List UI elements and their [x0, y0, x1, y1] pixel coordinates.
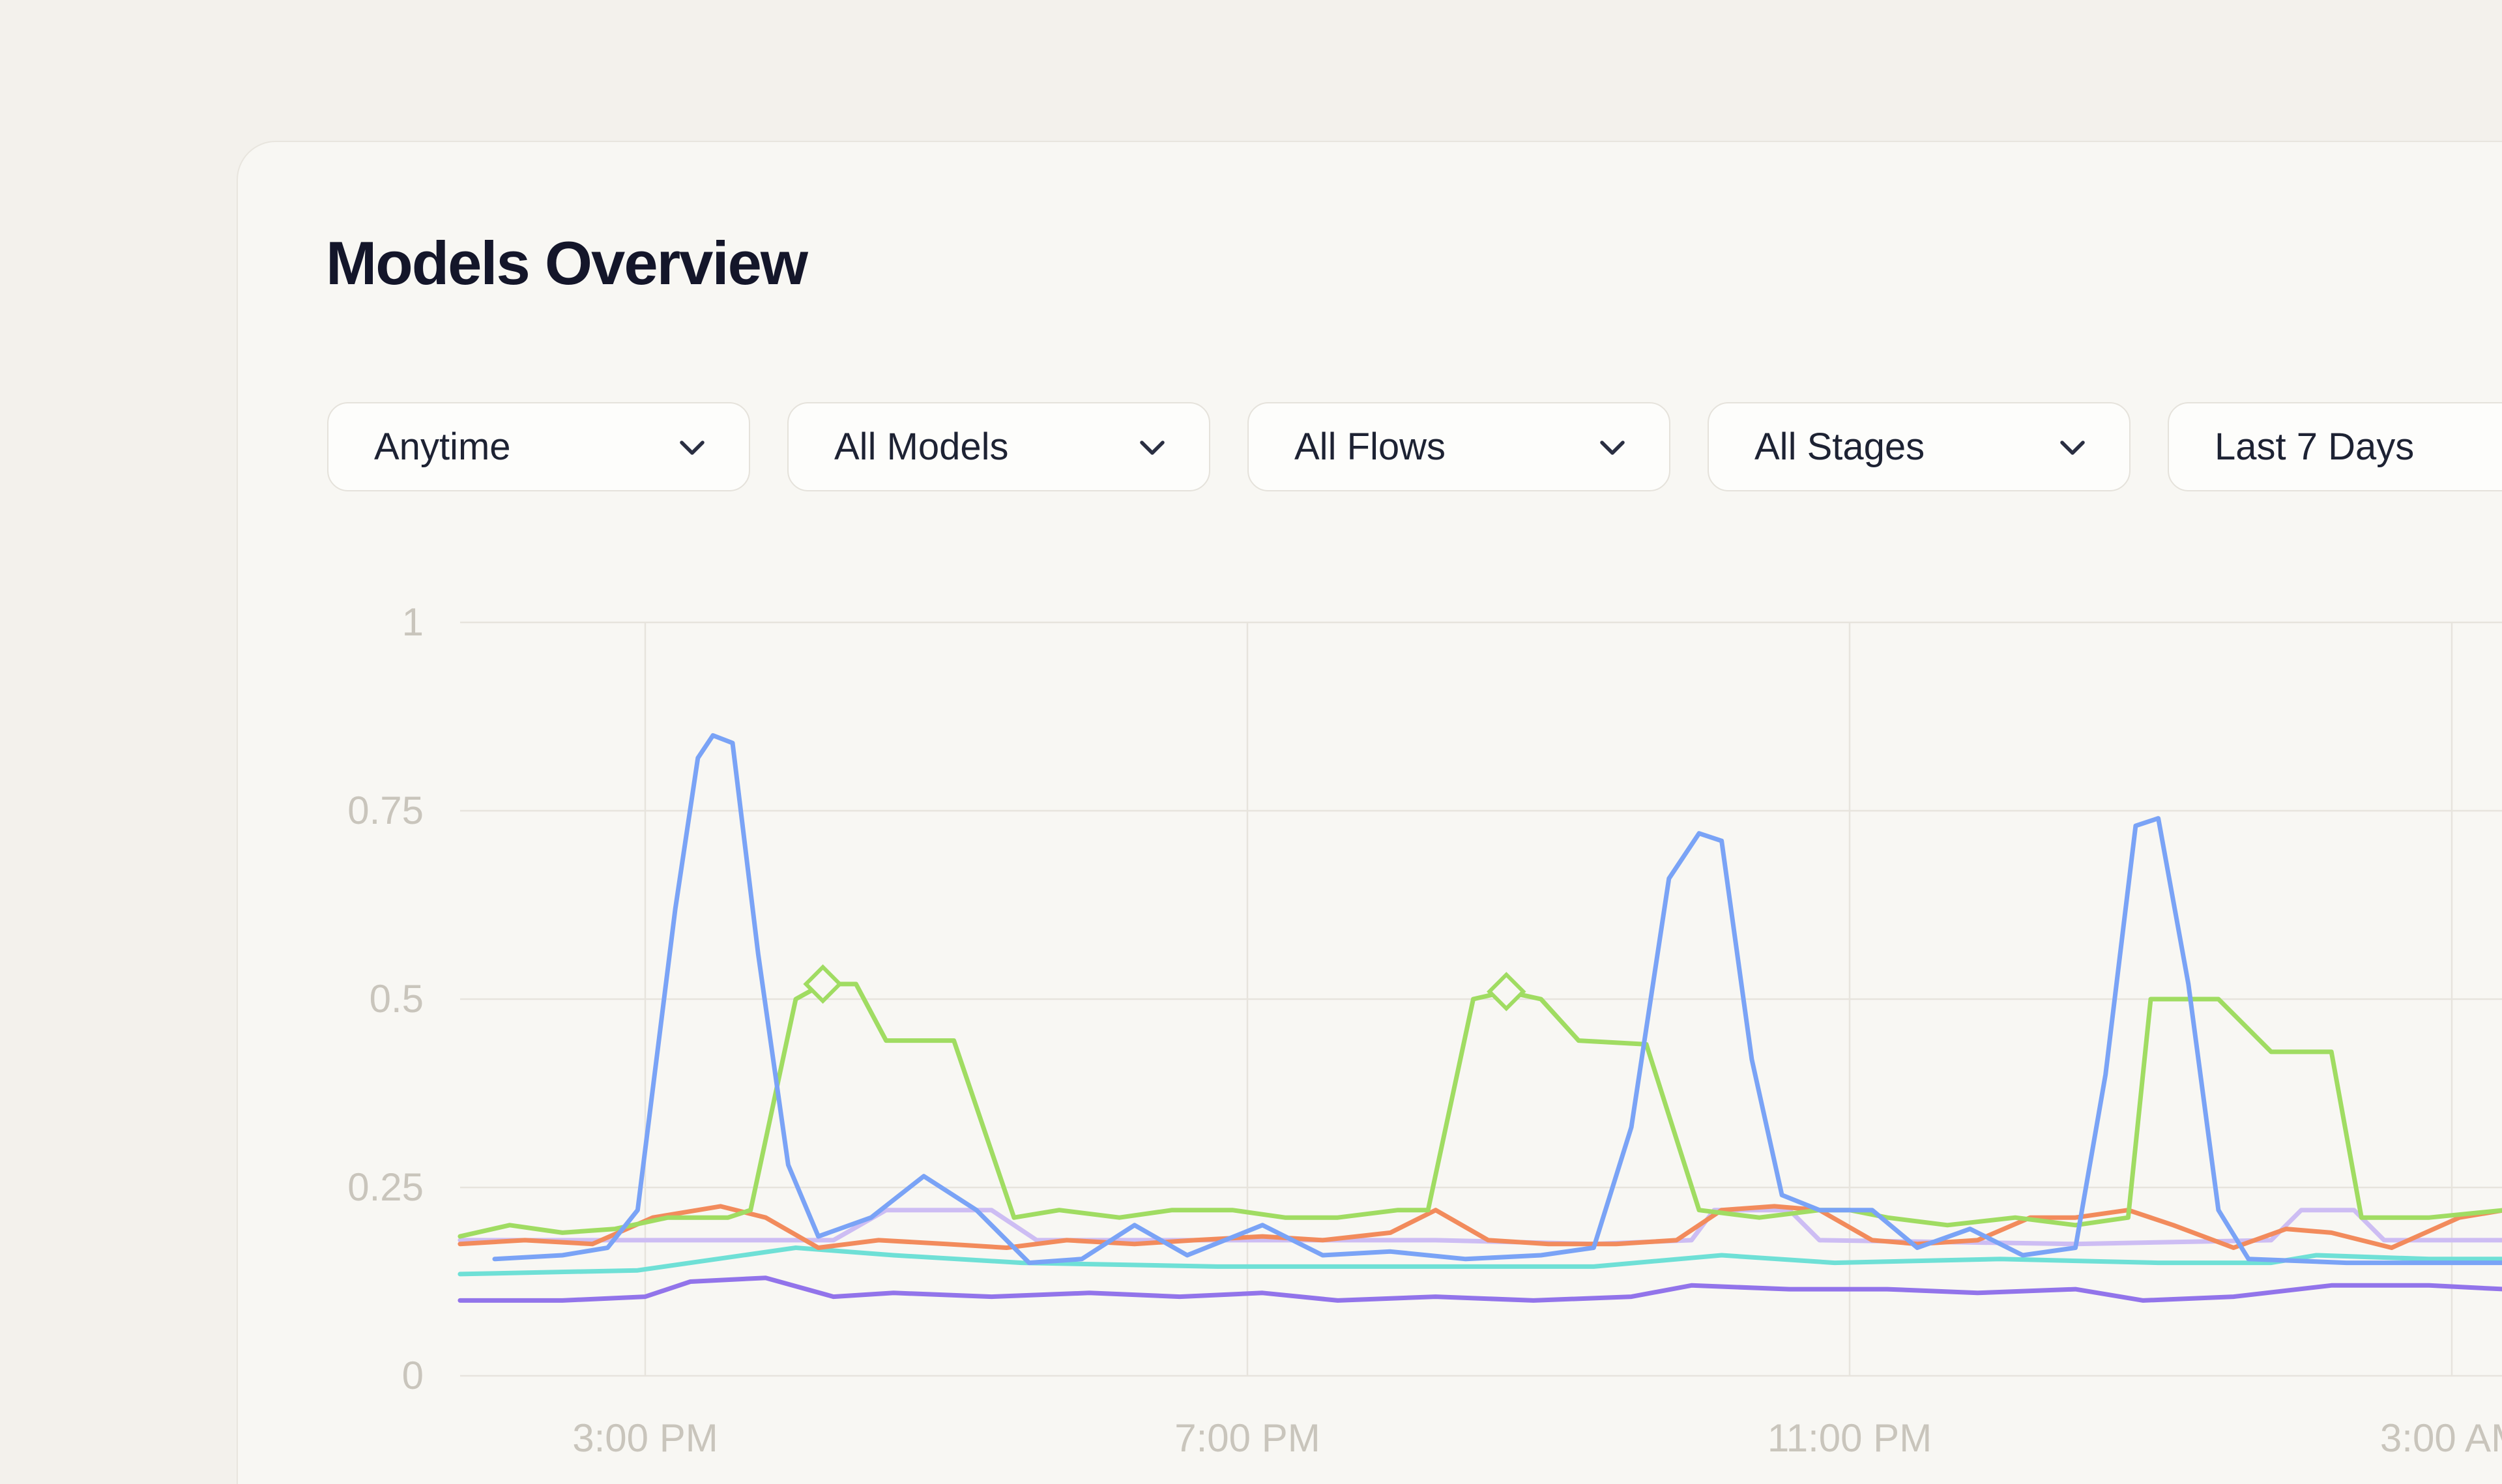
dropdown-label: Last 7 Days: [2215, 426, 2415, 468]
diamond-marker: [803, 964, 843, 1004]
filter-dropdown-last-7-days[interactable]: Last 7 Days: [2168, 402, 2502, 491]
series-line-purple: [458, 1275, 2502, 1303]
filter-dropdown-anytime[interactable]: Anytime: [327, 402, 750, 491]
dropdown-label: All Stages: [1754, 426, 1925, 468]
series-line-green: [458, 982, 2502, 1239]
filter-dropdown-all-stages[interactable]: All Stages: [1708, 402, 2131, 491]
series-line-cyan: [458, 1245, 2502, 1277]
dropdown-label: All Flows: [1294, 426, 1446, 468]
chevron-down-icon: [1600, 440, 1625, 455]
series-line-orange: [458, 1204, 2502, 1250]
series-line-lavender: [458, 1208, 2502, 1247]
dropdown-label: Anytime: [374, 426, 511, 468]
chevron-down-icon: [680, 440, 705, 455]
series-line-blue: [492, 733, 2502, 1266]
page-title: Models Overview: [326, 229, 808, 297]
filter-dropdown-all-flows[interactable]: All Flows: [1247, 402, 1670, 491]
filter-dropdown-all-models[interactable]: All Models: [787, 402, 1210, 491]
dropdown-label: All Models: [834, 426, 1009, 468]
diamond-marker: [1487, 972, 1526, 1011]
chevron-down-icon: [2060, 440, 2085, 455]
chevron-down-icon: [1140, 440, 1165, 455]
filter-bar: Anytime All Models All Flows All Stages …: [327, 402, 2502, 491]
